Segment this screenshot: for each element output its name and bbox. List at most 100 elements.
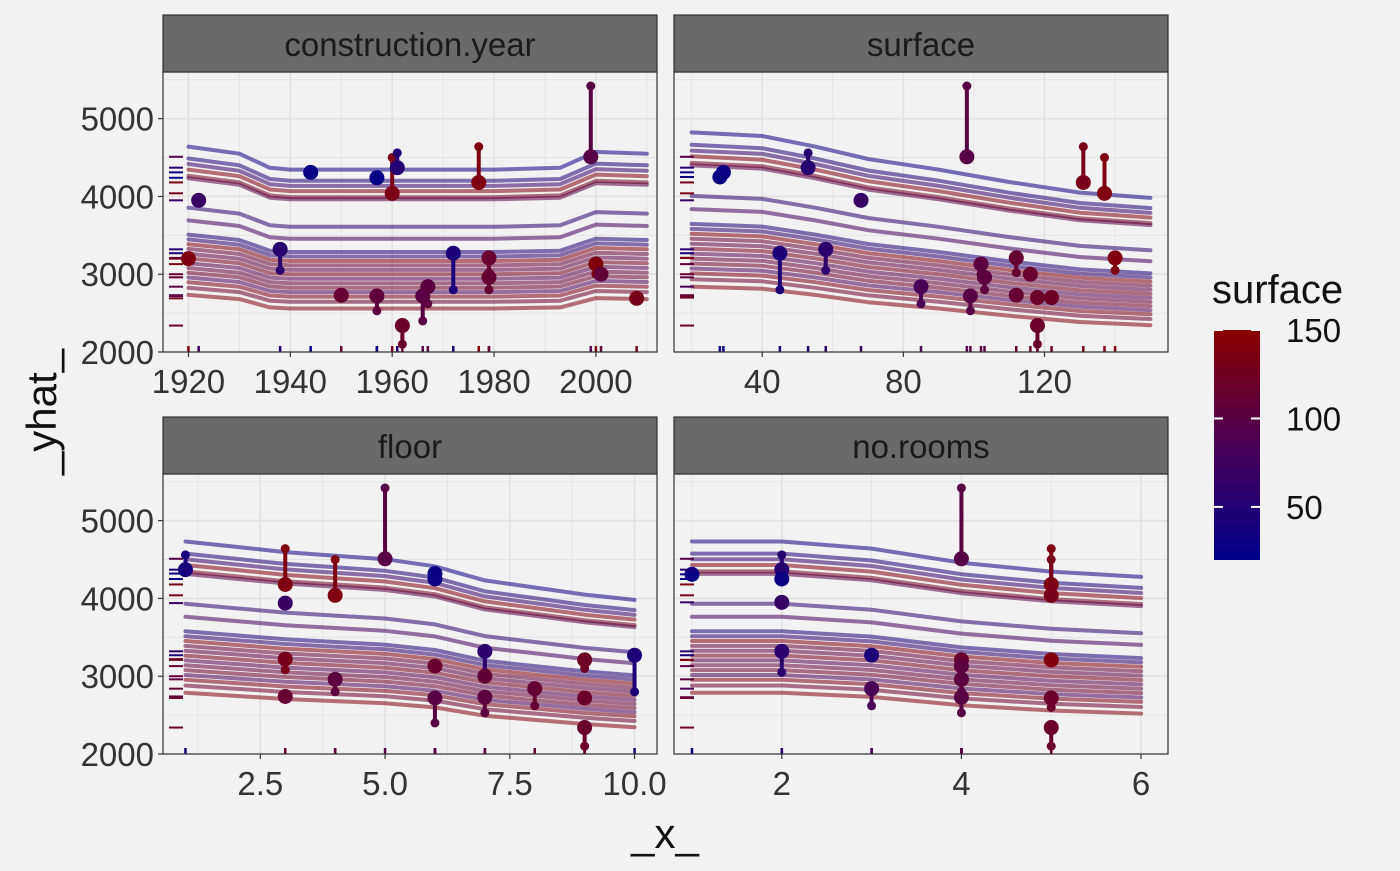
profile-line — [183, 648, 637, 694]
legend-tick-label: 100 — [1286, 400, 1341, 437]
legend-colorbar — [1214, 330, 1260, 560]
profile-line — [183, 569, 637, 628]
y-tick-label: 4000 — [81, 178, 154, 215]
profile-line — [183, 601, 637, 655]
prediction-point — [330, 687, 340, 697]
observation-point — [1107, 250, 1123, 266]
rug — [169, 557, 636, 754]
profile-line — [186, 261, 649, 281]
panel-strip-label: floor — [378, 428, 442, 465]
observation-point — [471, 174, 487, 190]
prediction-point — [867, 701, 877, 711]
panel-strip-label: no.rooms — [852, 428, 990, 465]
observation-point — [427, 571, 443, 587]
profile-line — [186, 256, 649, 277]
x-tick-label: 40 — [744, 363, 781, 400]
observation-point — [864, 647, 880, 663]
observation-point — [953, 551, 969, 567]
observation-point — [818, 241, 834, 257]
observation-point — [1008, 250, 1024, 266]
profile-line — [690, 563, 1144, 601]
rug — [680, 155, 1117, 352]
panel-no-rooms: no.rooms 2 4 6 — [673, 416, 1169, 802]
y-tick-label: 5000 — [81, 503, 154, 540]
observation-point — [427, 690, 443, 706]
prediction-point — [777, 550, 787, 560]
profile-line — [690, 690, 1144, 716]
prediction-point — [803, 148, 813, 158]
x-axis-title: _x_ — [630, 810, 699, 857]
prediction-point — [392, 148, 402, 158]
prediction-point — [474, 142, 484, 152]
profile-line — [690, 629, 1144, 661]
profile-line — [186, 218, 649, 241]
legend: surface 50 100 150 — [1212, 268, 1343, 560]
profile-line — [690, 614, 1144, 647]
observation-point — [953, 671, 969, 687]
ceteris-paribus-lines — [690, 539, 1144, 716]
x-tick-label: 120 — [1017, 363, 1072, 400]
profile-line — [689, 160, 1153, 226]
observation-point — [477, 668, 493, 684]
profile-line — [183, 557, 637, 617]
x-tick-label: 1920 — [152, 363, 225, 400]
profile-line — [183, 614, 637, 666]
observation-point — [962, 288, 978, 304]
observation-point — [481, 269, 497, 285]
profile-line — [690, 539, 1144, 579]
observation-point — [1096, 185, 1112, 201]
observation-point — [420, 279, 436, 295]
observation-point — [1044, 290, 1060, 306]
observation-point — [277, 576, 293, 592]
x-tick-label: 5.0 — [362, 765, 408, 802]
profile-line — [186, 292, 649, 311]
observation-point — [627, 647, 643, 663]
observation-point — [277, 651, 293, 667]
panel-strip — [162, 416, 658, 475]
observations — [180, 81, 645, 349]
profile-line — [186, 285, 649, 304]
profile-line — [689, 148, 1153, 215]
prediction-point — [956, 708, 966, 718]
profile-line — [183, 658, 637, 702]
legend-tick-label: 150 — [1286, 312, 1341, 349]
profile-line — [689, 277, 1153, 321]
observation-point — [774, 643, 790, 659]
observation-point — [427, 658, 443, 674]
observation-point — [577, 690, 593, 706]
x-tick-label: 1960 — [355, 363, 428, 400]
observations — [177, 483, 643, 751]
profile-line — [183, 663, 637, 706]
observation-point — [369, 288, 385, 304]
panel-strip-label: construction.year — [284, 26, 535, 63]
prediction-point — [1011, 268, 1021, 278]
profile-line — [689, 231, 1153, 284]
observation-point — [527, 681, 543, 697]
observation-point — [577, 652, 593, 668]
y-tick-label: 2000 — [81, 736, 154, 773]
profile-line — [689, 193, 1153, 253]
observation-point — [1043, 587, 1059, 603]
profile-line — [689, 154, 1153, 220]
y-axis-title: _yhat_ — [18, 348, 65, 476]
profile-line — [183, 563, 637, 622]
panel-strip — [162, 14, 658, 73]
y-tick-label: 2000 — [81, 334, 154, 371]
observation-point — [953, 689, 969, 705]
prediction-point — [1046, 741, 1056, 751]
x-tick-label: 1940 — [254, 363, 327, 400]
prediction-point — [448, 285, 458, 295]
observation-point — [1043, 720, 1059, 736]
prediction-point — [330, 555, 340, 565]
legend-tick-label: 50 — [1286, 489, 1323, 526]
observation-point — [384, 185, 400, 201]
observation-point — [774, 594, 790, 610]
y-tick-label: 4000 — [81, 580, 154, 617]
prediction-point — [980, 285, 990, 295]
y-tick-label: 5000 — [81, 101, 154, 138]
prediction-point — [1110, 265, 1120, 275]
x-tick-label: 2.5 — [237, 765, 283, 802]
profile-line — [689, 271, 1153, 317]
observation-point — [973, 256, 989, 272]
